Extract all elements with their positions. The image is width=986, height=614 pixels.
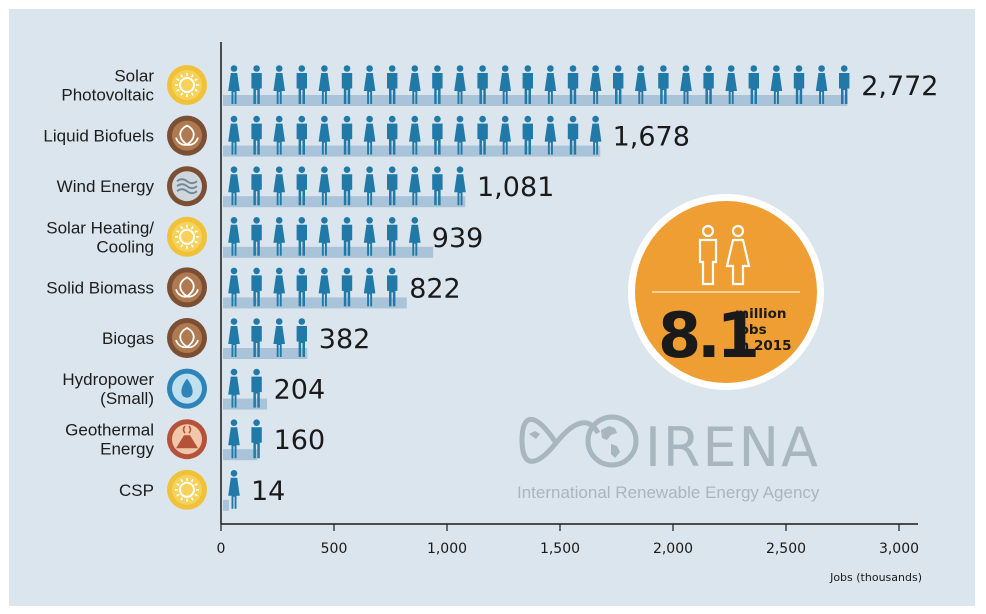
irena-wordmark: IRENA bbox=[645, 416, 820, 479]
category-label: Hydropower (Small) bbox=[62, 370, 154, 408]
value-label: 160 bbox=[274, 425, 326, 456]
value-label: 382 bbox=[319, 324, 371, 355]
man-woman-icon bbox=[698, 224, 751, 286]
x-tick-label: 0 bbox=[217, 541, 226, 557]
x-axis-ticks: 0 500 1,000 1,500 2,000 2,500 3,000 bbox=[217, 524, 919, 557]
value-label: 939 bbox=[432, 223, 484, 254]
volcano-icon bbox=[167, 419, 207, 460]
value-label: 1,678 bbox=[613, 122, 690, 153]
bar-row: 939 Solar Heating/Cooling bbox=[46, 216, 484, 258]
water-drop-icon bbox=[167, 368, 207, 409]
irena-continents-icon bbox=[529, 426, 620, 458]
irena-subtitle: International Renewable Energy Agency bbox=[517, 483, 820, 502]
leaf-icon bbox=[167, 318, 207, 358]
bar-row: 2,772 Solar Photovoltaic bbox=[61, 65, 938, 106]
bar-shadow bbox=[223, 297, 407, 309]
sun-icon bbox=[167, 469, 207, 510]
category-label: Solar Photovoltaic bbox=[61, 67, 154, 105]
bar-row: 382 Biogas bbox=[102, 318, 370, 359]
category-label: Solar Heating/Cooling bbox=[46, 218, 154, 256]
value-label: 1,081 bbox=[477, 172, 554, 203]
bar-shadow bbox=[223, 145, 601, 157]
value-label: 2,772 bbox=[861, 71, 938, 102]
bar-shadow bbox=[223, 246, 434, 258]
leaf-icon bbox=[167, 115, 207, 156]
callout-line-3: in 2015 bbox=[735, 338, 792, 354]
callout-value: 8.1 bbox=[658, 299, 756, 372]
bar-row: 14 CSP bbox=[119, 469, 285, 511]
total-jobs-callout: 8.1 million jobs in 2015 bbox=[628, 194, 824, 390]
value-label: 14 bbox=[251, 476, 285, 507]
irena-logo: IRENA International Renewable Energy Age… bbox=[517, 414, 820, 502]
category-label: Biogas bbox=[102, 329, 154, 348]
category-label: Wind Energy bbox=[57, 177, 155, 196]
bar-row: 1,081 Wind Energy bbox=[57, 166, 554, 208]
bar-rows: 2,772 Solar Photovoltaic 1,678 Liquid Biofue… bbox=[43, 65, 938, 511]
sun-icon bbox=[167, 216, 207, 257]
category-label: Geothermal Energy bbox=[65, 421, 154, 459]
person-icon bbox=[228, 470, 240, 509]
bar-shadow bbox=[223, 449, 258, 461]
bar-row: 1,678 Liquid Biofuels bbox=[43, 115, 690, 157]
x-tick-label: 500 bbox=[321, 541, 348, 557]
value-label: 204 bbox=[274, 375, 326, 406]
x-tick-label: 2,500 bbox=[766, 541, 806, 557]
value-label: 822 bbox=[409, 273, 461, 304]
x-axis-label: Jobs (thousands) bbox=[829, 571, 922, 584]
bar-row: 822 Solid Biomass bbox=[46, 267, 461, 309]
category-label: Solid Biomass bbox=[46, 278, 154, 297]
x-tick-label: 3,000 bbox=[879, 541, 919, 557]
bar-row: 204 Hydropower (Small) bbox=[62, 368, 326, 410]
x-tick-label: 1,500 bbox=[540, 541, 580, 557]
wind-icon bbox=[167, 166, 207, 207]
callout-line-1: million bbox=[735, 306, 786, 322]
bar-shadow bbox=[223, 95, 848, 106]
bar-shadow bbox=[223, 348, 308, 359]
category-label: Liquid Biofuels bbox=[43, 127, 154, 146]
category-label: CSP bbox=[119, 481, 154, 500]
bar-shadow bbox=[223, 499, 229, 511]
bar-shadow bbox=[223, 398, 268, 410]
x-tick-label: 1,000 bbox=[427, 541, 467, 557]
callout-line-2: jobs bbox=[734, 322, 767, 338]
bar-row: 160 Geothermal Energy bbox=[65, 419, 326, 461]
x-tick-label: 2,000 bbox=[653, 541, 693, 557]
leaf-icon bbox=[167, 267, 207, 308]
sun-icon bbox=[167, 65, 207, 105]
irena-globe-icon bbox=[519, 414, 639, 468]
